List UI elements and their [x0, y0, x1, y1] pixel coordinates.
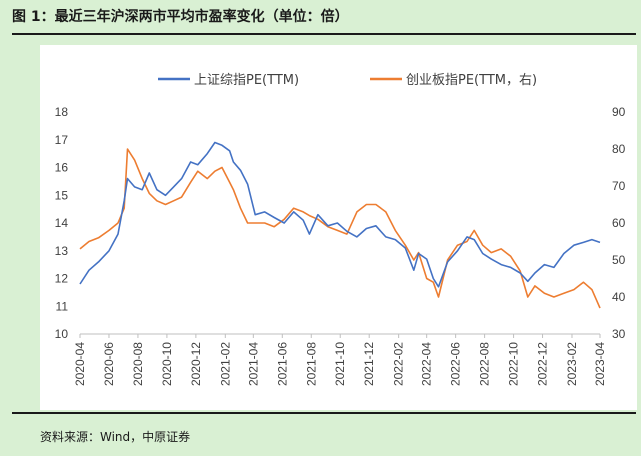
x-tick-label: 2020-04 — [73, 342, 87, 386]
y-left-tick-label: 14 — [55, 216, 69, 230]
x-tick-label: 2022-08 — [478, 342, 492, 386]
x-tick-label: 2022-04 — [420, 342, 434, 386]
y-left-tick-label: 11 — [56, 299, 69, 313]
x-tick-label: 2021-12 — [362, 342, 376, 386]
y-left-tick-label: 18 — [55, 105, 69, 119]
series-line-2 — [79, 148, 601, 309]
x-tick-label: 2022-10 — [507, 342, 521, 386]
legend-label-series2: 创业板指PE(TTM，右) — [406, 73, 537, 88]
x-tick-label: 2023-02 — [565, 342, 579, 386]
y-right-tick-label: 80 — [612, 142, 626, 156]
x-tick-label: 2021-04 — [246, 342, 260, 386]
series-line-1 — [79, 141, 601, 288]
y-left-tick-label: 17 — [55, 133, 69, 147]
x-tick-label: 2020-06 — [102, 342, 116, 386]
y-left-tick-label: 13 — [55, 244, 69, 258]
y-left-tick-label: 10 — [55, 327, 69, 341]
x-tick-label: 2022-12 — [536, 342, 550, 386]
x-tick-label: 2020-12 — [189, 342, 203, 386]
bottom-rule — [12, 412, 636, 414]
series-group — [79, 141, 601, 309]
y-right-tick-label: 30 — [612, 327, 626, 341]
y-right-tick-label: 40 — [612, 290, 626, 304]
top-rule — [12, 33, 636, 35]
x-tick-label: 2021-02 — [218, 342, 232, 386]
y-right-tick-label: 90 — [612, 105, 626, 119]
y-left-tick-label: 16 — [55, 161, 69, 175]
legend: 上证综指PE(TTM) 创业板指PE(TTM，右) — [158, 73, 537, 88]
x-tick-label: 2021-06 — [275, 342, 289, 386]
x-tick-label: 2023-04 — [593, 342, 607, 386]
y-right-tick-label: 70 — [612, 179, 626, 193]
y-left-tick-label: 12 — [55, 272, 69, 286]
axes: 10 11 12 13 14 15 16 17 18 30 40 50 60 70 80 90 2020-04 2… — [55, 105, 626, 386]
x-tick-label: 2022-02 — [392, 342, 406, 386]
y-right-tick-label: 60 — [612, 216, 626, 230]
x-tick-label: 2020-10 — [160, 342, 174, 386]
figure-title: 图 1：最近三年沪深两市平均市盈率变化（单位：倍） — [12, 9, 349, 25]
chart-panel: 上证综指PE(TTM) 创业板指PE(TTM，右) 10 11 12 13 14 15 16… — [40, 45, 637, 410]
y-right-tick-label: 50 — [612, 253, 626, 267]
line-chart: 上证综指PE(TTM) 创业板指PE(TTM，右) 10 11 12 13 14 15 16… — [55, 73, 626, 386]
source-note: 资料来源：Wind，中原证券 — [40, 430, 191, 444]
legend-label-series1: 上证综指PE(TTM) — [194, 73, 299, 88]
x-tick-label: 2021-08 — [304, 342, 318, 386]
x-tick-label: 2020-08 — [131, 342, 145, 386]
y-left-tick-label: 15 — [55, 188, 69, 202]
x-tick-label: 2021-10 — [333, 342, 347, 386]
x-tick-label: 2022-06 — [449, 342, 463, 386]
